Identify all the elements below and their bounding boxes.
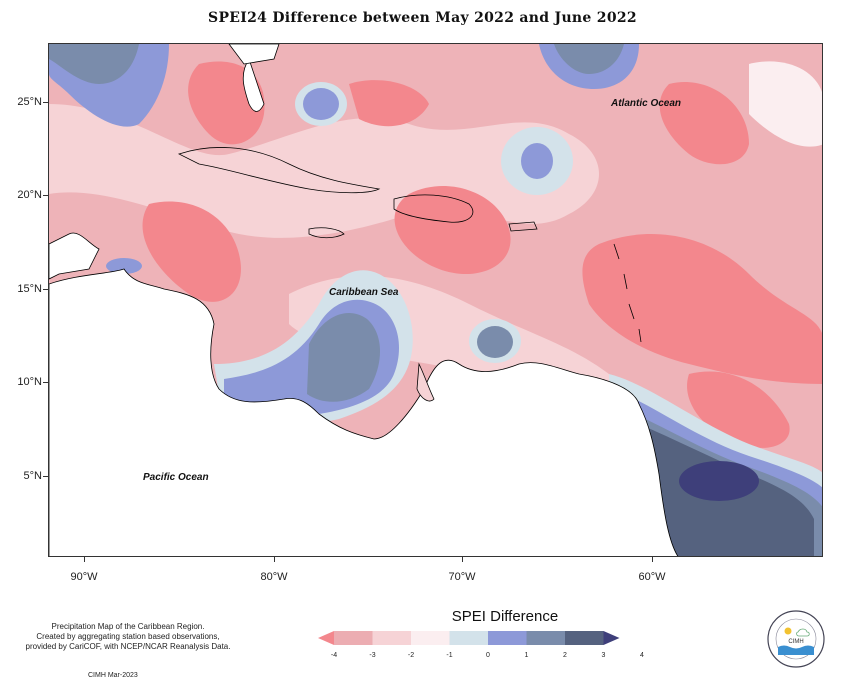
legend-tick-label: 1 [524,652,529,659]
map-title: SPEI24 Difference between May 2022 and J… [208,10,637,26]
yucatan [49,232,100,280]
map-panel: Atlantic Ocean Caribbean Sea Pacific Oce… [48,43,823,557]
legend-arrow-high [603,631,620,645]
legend-tick-label: -3 [369,652,376,659]
lon-label-60w: 60°W [638,571,666,583]
blue-zone [303,88,339,120]
deep-red-zone [659,82,749,165]
legend-color-cell [411,631,450,645]
legend-color-cell [565,631,604,645]
legend-color-cell [488,631,527,645]
credit-date: CIMH Mar-2023 [88,672,138,679]
legend-title: SPEI Difference [451,608,559,625]
sun-icon [784,627,792,635]
very-light-pink-zone [749,61,822,147]
legend-tick-label: 0 [486,652,490,659]
lat-label-25n: 25°N [17,96,42,108]
slate-zone [554,44,624,74]
legend-colorbar [318,631,620,645]
legend-tick-label: 2 [563,652,567,659]
lesser-antilles-outline [613,243,642,343]
pacific-ocean-label: Pacific Ocean [143,472,209,483]
legend-tick-label: -4 [330,652,338,659]
axis-tick [43,476,48,477]
lat-label-20n: 20°N [17,189,42,201]
slate-zone [477,326,513,358]
axis-tick [43,382,48,383]
axis-tick [43,289,48,290]
legend-tick-label: -2 [407,652,415,659]
lon-label-90w: 90°W [70,571,98,583]
legend-color-cell [526,631,565,645]
atlantic-ocean-label: Atlantic Ocean [610,98,681,109]
legend-color-cell [334,631,373,645]
puerto-rico-outline [508,221,538,232]
credit-line: Created by aggregating station based obs… [36,632,220,641]
lat-label-15n: 15°N [17,283,42,295]
blue-zone [106,258,142,274]
axis-tick [84,557,85,562]
legend-tick-label: 4 [640,652,644,659]
credit-line: provided by CariCOF, with NCEP/NCAR Rean… [25,642,231,651]
axis-tick [652,557,653,562]
hispaniola-outline [393,194,474,223]
lon-label-70w: 70°W [448,571,476,583]
water-icon [778,645,814,655]
deep-red-zone [394,186,511,275]
slate-zone [49,44,139,84]
cuba-outline [177,147,381,194]
axis-tick [462,557,463,562]
caribbean-sea-label: Caribbean Sea [329,287,399,298]
jamaica-outline [308,227,345,239]
deep-red-zone [582,234,822,384]
legend-tick-label: -1 [446,652,453,659]
spei-map: Atlantic Ocean Caribbean Sea Pacific Oce… [49,44,822,556]
lon-label-80w: 80°W [260,571,288,583]
axis-tick [274,557,275,562]
lat-label-5n: 5°N [23,470,42,482]
legend-color-cell [449,631,488,645]
deep-red-zone [142,201,241,302]
legend-tick-label: 3 [601,652,606,659]
logo-text: CIMH [788,639,803,645]
legend-arrow-low [318,631,334,645]
credit-text: Precipitation Map of the Caribbean Regio… [8,622,248,652]
indigo-zone [679,461,759,501]
mainland [49,268,679,556]
deep-red-zone [349,80,429,127]
florida [242,58,265,112]
maracaibo-lake [416,362,435,402]
legend-color-cell [372,631,411,645]
credit-line: Precipitation Map of the Caribbean Regio… [51,622,205,631]
florida-north [228,44,280,65]
axis-tick [43,195,48,196]
slate-zone [307,312,381,402]
blue-zone [521,143,553,179]
lat-label-10n: 10°N [17,376,42,388]
cloud-icon [796,628,810,637]
axis-tick [43,102,48,103]
cimh-logo: CIMH [767,610,825,668]
